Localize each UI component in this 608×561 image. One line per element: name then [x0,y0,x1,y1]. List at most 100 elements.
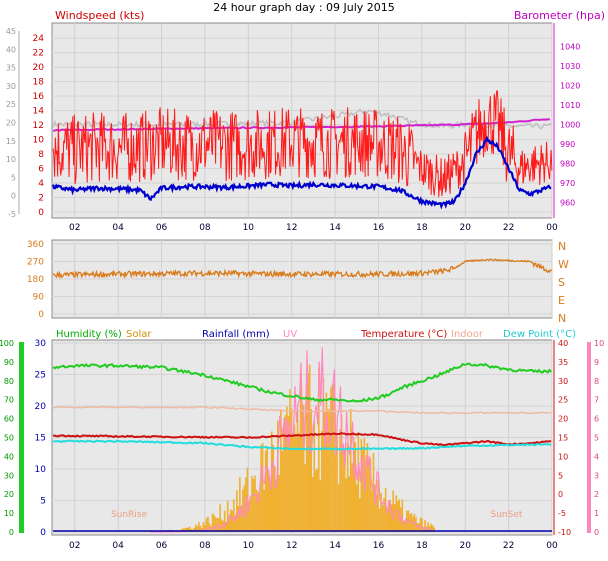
sunrise-annotation: SunRise [111,510,148,520]
humidity-tick-label: 80 [4,377,14,386]
temperature-tick-label: 25 [558,396,568,405]
humidity-tick-label: 20 [4,490,14,499]
x-tick-label: 06 [156,223,168,233]
uv-tick-label: 10 [594,339,604,348]
x-tick-label: 14 [329,223,341,233]
compass-label: E [558,294,565,307]
humidity-tick-label: 70 [4,396,14,405]
y-tick-label: 18 [33,78,45,88]
uv-tick-label: 2 [594,490,599,499]
y2-tick-label: 1040 [560,43,580,52]
compass-label: N [558,240,566,253]
outer-y-tick-label: 20 [6,119,16,128]
page-title: 24 hour graph day : 09 July 2015 [213,1,395,14]
y-tick-label: 22 [33,49,44,59]
wind-average-series-line [52,135,552,210]
compass-label: N [558,312,566,325]
uv-tick-label: 3 [594,471,599,480]
uv-tick-label: 8 [594,377,599,386]
compass-label: W [558,258,569,271]
y-tick-label: 180 [27,275,44,285]
outer-y-tick-label: 40 [6,45,16,54]
humidity-tick-label: 40 [4,452,14,461]
x-tick-label: 10 [243,223,255,233]
compass-label: S [558,276,565,289]
y-tick-label: 4 [38,179,44,189]
y2-tick-label: 990 [560,140,575,149]
humidity-axis-bar [19,342,24,533]
y-tick-label: 16 [33,92,45,102]
x-tick-label: 00 [546,223,558,233]
right-axis-title: Barometer (hpa) [514,9,605,22]
secondary-tick-label: 0 [40,528,46,538]
x-tick-label: 02 [69,223,80,233]
sunset-annotation: SunSet [490,510,522,520]
temperature-tick-label: 35 [558,358,568,367]
x-tick-label: 22 [503,541,514,551]
x-tick-label: 14 [329,541,341,551]
x-tick-label: 22 [503,223,514,233]
humidity-tick-label: 90 [4,358,14,367]
y2-tick-label: 970 [560,179,575,188]
uv-tick-label: 9 [594,358,599,367]
y-tick-label: 6 [38,165,44,175]
humidity-tick-label: 50 [4,434,14,443]
uv-tick-label: 1 [594,509,599,518]
uv-axis-bar [587,342,591,533]
x-tick-label: 10 [243,541,255,551]
outer-y-tick-label: 45 [6,27,16,36]
x-tick-label: 06 [156,541,168,551]
x-tick-label: 16 [373,223,385,233]
secondary-tick-label: 30 [35,339,47,349]
uv-tick-label: 5 [594,434,599,443]
temperature-tick-label: 10 [558,452,568,461]
y2-tick-label: 1010 [560,101,580,110]
x-tick-label: 20 [460,541,472,551]
chart-title: Windspeed (kts) [55,9,144,22]
outer-y-tick-label: 30 [6,82,16,91]
y2-tick-label: 1020 [560,81,580,90]
x-tick-label: 18 [416,223,428,233]
temperature-tick-label: 20 [558,415,568,424]
legend-label: UV [283,329,297,340]
x-tick-label: 16 [373,541,385,551]
humidity-tick-label: 100 [0,339,14,348]
indoor-series-line [53,405,552,415]
humidity-tick-label: 10 [4,509,14,518]
x-tick-label: 08 [199,223,211,233]
outer-y-tick-label: 5 [11,173,16,182]
humidity-tick-label: 0 [9,528,14,537]
legend-label: Temperature (°C) [360,329,447,340]
x-tick-label: 18 [416,541,428,551]
outer-y-tick-label: 25 [6,100,16,109]
y2-tick-label: 1000 [560,120,580,129]
y-tick-label: 0 [38,310,44,320]
y2-tick-label: 980 [560,159,575,168]
temperature-tick-label: -10 [558,528,571,537]
temperature-tick-label: 0 [558,490,563,499]
y-tick-label: 24 [33,34,45,44]
temperature-tick-label: -5 [558,509,566,518]
temperature-series-line [53,432,552,447]
secondary-tick-label: 15 [35,434,46,444]
y-tick-label: 8 [38,150,44,160]
y-tick-label: 2 [38,194,44,204]
x-tick-label: 00 [546,541,558,551]
y-tick-label: 14 [33,107,45,117]
humidity-tick-label: 60 [4,415,14,424]
humidity-series-line [52,362,552,403]
dewpoint-series-line [52,439,552,451]
secondary-tick-label: 20 [35,402,47,412]
outer-y-tick-label: 0 [11,192,16,201]
humidity-tick-label: 30 [4,471,14,480]
y-tick-label: 270 [27,258,44,268]
x-tick-label: 20 [460,223,472,233]
legend-label: Solar [126,329,152,340]
legend-label: Dew Point (°C) [503,329,576,340]
wind-direction-series-line [52,258,553,280]
temperature-tick-label: 40 [558,339,568,348]
windspeed-series-line [52,90,553,198]
y-tick-label: 20 [33,63,45,73]
